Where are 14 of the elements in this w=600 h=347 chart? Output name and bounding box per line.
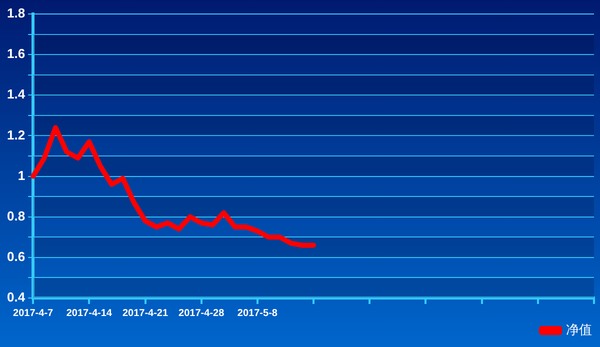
y-tick-label: 0.4 [6, 290, 26, 305]
y-tick-label: 0.6 [6, 249, 26, 264]
x-tick-label: 2017-4-28 [178, 308, 225, 319]
y-tick-label: 1 [18, 168, 26, 183]
y-tick-label: 0.8 [6, 208, 26, 224]
x-tick-label: 2017-5-8 [237, 308, 278, 319]
x-tick-label: 2017-4-7 [13, 308, 54, 319]
legend-label: 净值 [566, 322, 592, 338]
y-tick-label: 1.8 [6, 6, 26, 21]
x-tick-label: 2017-4-14 [66, 308, 112, 319]
y-tick-label: 1.2 [6, 127, 26, 142]
y-tick-label: 1.6 [6, 46, 26, 62]
x-tick-label: 2017-4-21 [122, 308, 168, 319]
y-tick-label: 1.4 [6, 86, 26, 102]
